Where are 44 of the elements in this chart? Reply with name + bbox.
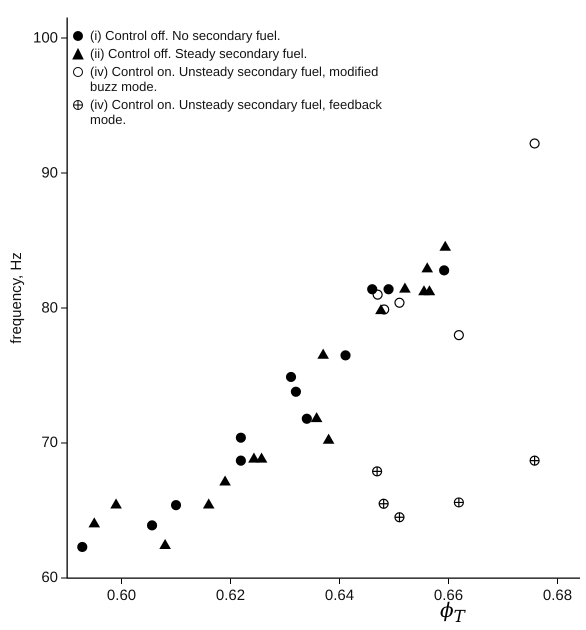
point [440, 241, 451, 251]
point [88, 518, 100, 528]
point [383, 284, 394, 294]
point [203, 499, 214, 508]
point [311, 412, 322, 422]
point [110, 499, 122, 508]
y-tick-label: 60 [41, 569, 58, 586]
point [236, 432, 246, 443]
point [376, 304, 386, 314]
point [302, 414, 312, 424]
point [256, 453, 267, 463]
legend-label: (ii) Control off. Steady secondary fuel. [90, 46, 308, 61]
point [439, 265, 450, 276]
legend-label: (i) Control off. No secondary fuel. [90, 28, 281, 43]
point [340, 350, 351, 360]
point [236, 456, 246, 466]
point [530, 456, 540, 466]
x-tick-label: 0.68 [542, 587, 572, 604]
point [367, 284, 378, 294]
y-tick-label: 70 [41, 434, 58, 452]
point [530, 138, 540, 149]
point [220, 476, 230, 486]
x-tick-label: 0.60 [106, 587, 136, 604]
point [318, 349, 329, 359]
y-tick-label: 80 [41, 299, 58, 316]
point [290, 386, 302, 397]
point [323, 434, 334, 444]
point [286, 372, 296, 382]
point [394, 298, 405, 308]
point [454, 330, 464, 340]
point [424, 286, 435, 296]
x-tick-label: 0.62 [216, 587, 246, 604]
point [77, 542, 88, 552]
y-tick-label: 100 [32, 29, 58, 46]
point [160, 540, 170, 549]
point [170, 500, 182, 510]
point [146, 520, 158, 530]
point [400, 283, 410, 293]
y-tick-label: 90 [41, 164, 58, 182]
legend-label: (iv) Control on. Unsteady secondary fuel, feedback mode. [90, 97, 383, 127]
point [422, 262, 433, 272]
y-axis-title: frequency, Hz [8, 252, 26, 344]
x-tick-label: 0.64 [324, 587, 354, 604]
legend-label: (iv) Control on. Unsteady secondary fuel, modified buzz mode. [90, 64, 380, 94]
